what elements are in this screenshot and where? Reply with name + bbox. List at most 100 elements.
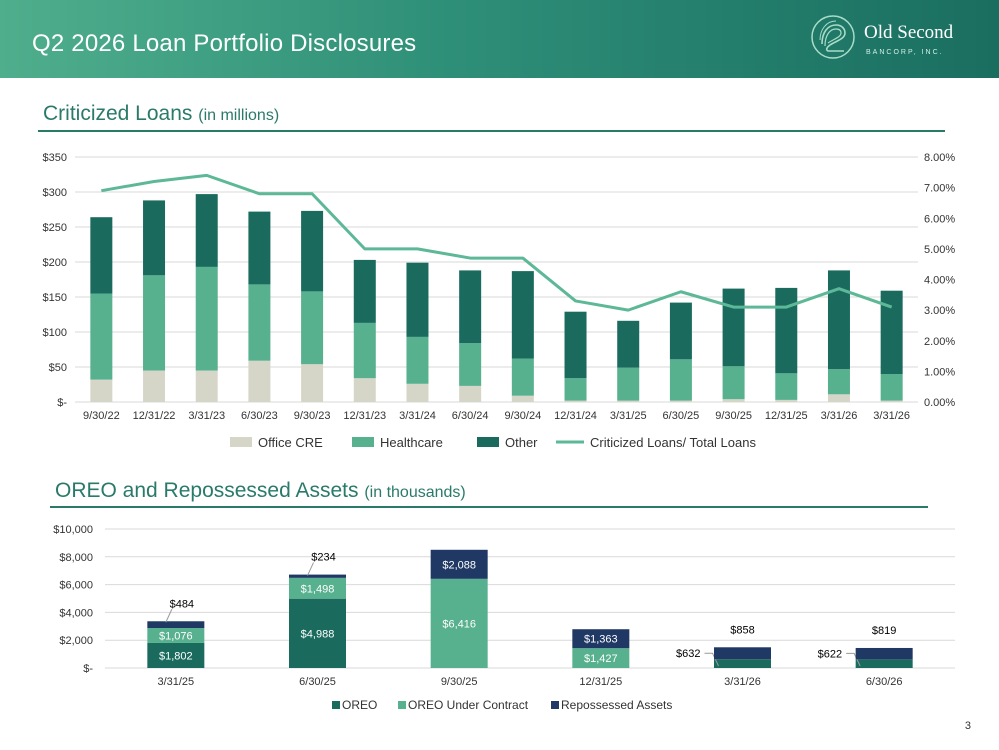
data-label: $1,076 xyxy=(159,630,193,642)
x-tick-label: 12/31/22 xyxy=(133,410,176,422)
y2-tick-label: 1.00% xyxy=(924,366,955,378)
oreo-heading: OREO and Repossessed Assets xyxy=(55,479,359,502)
data-label: $2,088 xyxy=(442,559,476,571)
bar-other xyxy=(722,288,745,367)
bar-other xyxy=(301,210,324,292)
x-tick-label: 6/30/25 xyxy=(299,676,336,688)
data-label: $622 xyxy=(818,648,842,660)
bar-healthcare xyxy=(90,293,113,380)
bar-other xyxy=(406,262,429,337)
x-tick-label: 3/31/25 xyxy=(610,410,647,422)
data-label: $1,498 xyxy=(301,583,335,595)
data-label: $484 xyxy=(170,598,194,610)
bar-oreo-under-contract xyxy=(572,648,630,668)
x-tick-label: 3/31/26 xyxy=(724,676,761,688)
bar-healthcare xyxy=(775,373,798,400)
bar-healthcare xyxy=(248,284,271,361)
bar-repossessed-assets xyxy=(289,574,346,578)
page-title: Q2 2026 Loan Portfolio Disclosures xyxy=(32,30,417,57)
y-tick-label: $250 xyxy=(43,222,67,234)
y-tick-label: $350 xyxy=(43,152,67,164)
y2-tick-label: 8.00% xyxy=(924,152,955,164)
bar-other xyxy=(459,270,482,344)
x-tick-label: 6/30/26 xyxy=(866,676,903,688)
oreo-title: OREO and Repossessed Assets (in thousand… xyxy=(55,479,466,503)
bar-office-cre xyxy=(459,385,482,402)
leader-line xyxy=(165,609,173,623)
y-tick-label: $200 xyxy=(43,257,67,269)
bar-office-cre xyxy=(353,378,376,402)
criticized-loans-chart: $- $50 $100 $150 $200 $250 $300 $350 0.00% 1.00% 2… xyxy=(43,152,956,450)
y-tick-label: $- xyxy=(57,397,67,409)
bar-healthcare xyxy=(406,336,429,384)
bar-office-cre xyxy=(143,370,166,402)
data-label: $234 xyxy=(311,552,335,564)
bar-other xyxy=(248,211,271,285)
bar-repossessed-assets xyxy=(572,629,630,649)
bar-other xyxy=(827,270,850,370)
bar-other xyxy=(880,290,903,374)
x-tick-label: 9/30/24 xyxy=(504,410,541,422)
y-tick-label: $2,000 xyxy=(59,635,93,647)
bar-repossessed-assets xyxy=(855,647,913,660)
bar-repossessed-assets xyxy=(430,549,488,579)
bar-other xyxy=(353,259,376,323)
y-tick-label: $8,000 xyxy=(59,552,93,564)
bar-other xyxy=(511,271,534,359)
x-tick-label: 12/31/25 xyxy=(765,410,808,422)
legend-swatch xyxy=(352,437,374,447)
bar-office-cre xyxy=(301,364,324,402)
legend-label: OREO xyxy=(342,698,377,712)
legend-label: Other xyxy=(505,435,538,450)
data-label: $819 xyxy=(872,625,896,637)
bar-office-cre xyxy=(827,394,850,402)
bar-other xyxy=(617,320,640,368)
bar-office-cre xyxy=(248,360,271,402)
y2-tick-label: 2.00% xyxy=(924,336,955,348)
data-label: $6,416 xyxy=(442,618,476,630)
bar-healthcare xyxy=(353,322,376,379)
logo-name: Old Second xyxy=(864,22,954,43)
legend-swatch xyxy=(332,701,340,709)
bar-healthcare xyxy=(564,378,587,401)
bar-oreo-under-contract xyxy=(430,578,488,668)
legend-swatch xyxy=(477,437,499,447)
title-banner: Q2 2026 Loan Portfolio Disclosures Old S… xyxy=(0,0,999,78)
legend-label: Criticized Loans/ Total Loans xyxy=(590,435,756,450)
bar-healthcare xyxy=(827,369,850,395)
y2-tick-label: 5.00% xyxy=(924,244,955,256)
company-logo: Old Second BANCORP, INC. xyxy=(808,12,988,68)
y-tick-label: $300 xyxy=(43,187,67,199)
x-tick-label: 3/31/26 xyxy=(873,410,910,422)
bar-other xyxy=(669,302,692,360)
bar-other xyxy=(564,311,587,379)
bar-office-cre xyxy=(617,400,640,402)
y-tick-label: $50 xyxy=(49,362,67,374)
bar-healthcare xyxy=(880,374,903,401)
leader-line xyxy=(704,652,719,667)
x-tick-label: 12/31/25 xyxy=(579,676,622,688)
x-tick-label: 12/31/24 xyxy=(554,410,597,422)
x-tick-label: 12/31/23 xyxy=(343,410,386,422)
bar-office-cre xyxy=(90,379,113,402)
criticized-loans-unit: (in millions) xyxy=(198,107,280,124)
bar-oreo-under-contract xyxy=(147,627,205,643)
bar-office-cre xyxy=(669,400,692,402)
bar-oreo xyxy=(714,659,771,668)
logo-mark-icon xyxy=(811,15,855,59)
y2-tick-label: 7.00% xyxy=(924,183,955,195)
x-tick-label: 9/30/23 xyxy=(294,410,331,422)
x-tick-label: 3/31/25 xyxy=(157,676,194,688)
oreo-chart: $- $2,000 $4,000 $6,000 $8,000 $10,000 $1,802 $… xyxy=(53,524,955,712)
y2-tick-label: 4.00% xyxy=(924,275,955,287)
x-tick-label: 6/30/24 xyxy=(452,410,489,422)
data-label: $632 xyxy=(676,648,700,660)
x-tick-label: 9/30/25 xyxy=(441,676,478,688)
data-label: $858 xyxy=(730,624,754,636)
data-label: $1,802 xyxy=(159,650,193,662)
legend-label: Healthcare xyxy=(380,435,443,450)
y2-tick-label: 6.00% xyxy=(924,213,955,225)
page-number: 3 xyxy=(964,720,971,732)
x-tick-label: 3/31/24 xyxy=(399,410,436,422)
bar-other xyxy=(195,194,218,267)
